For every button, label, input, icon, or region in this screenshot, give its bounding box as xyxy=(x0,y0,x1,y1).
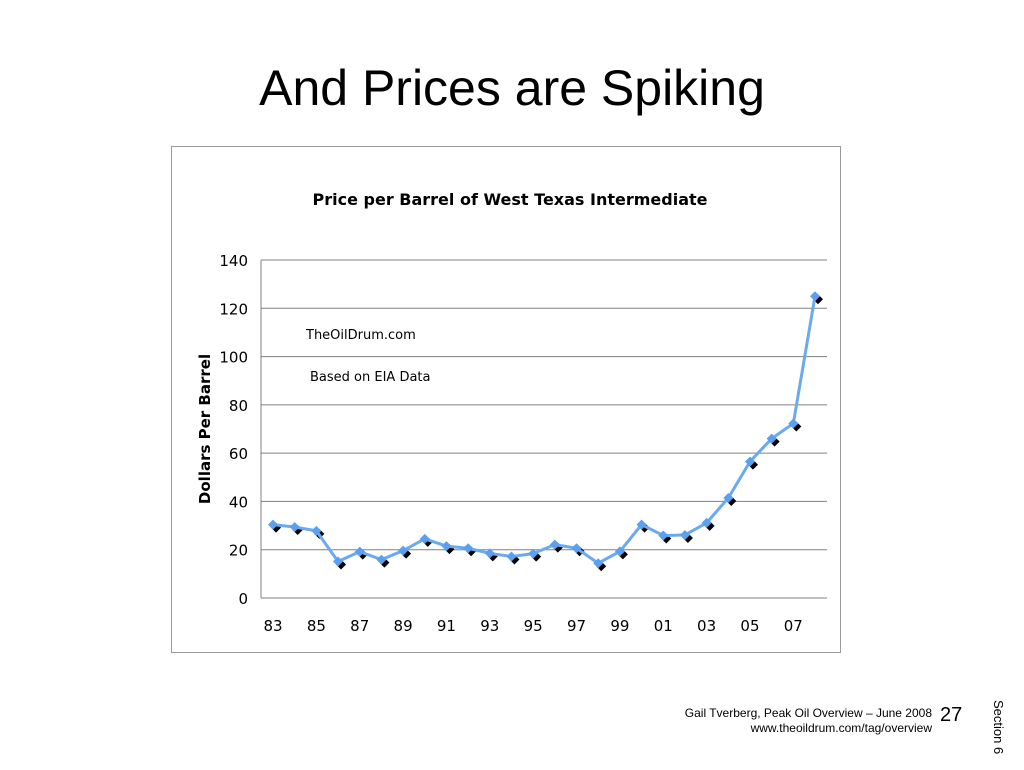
point-shadow xyxy=(661,533,672,544)
data-point xyxy=(484,548,495,559)
data-point xyxy=(354,546,365,557)
footer-author: Gail Tverberg, Peak Oil Overview – June … xyxy=(684,706,932,720)
y-tick-label: 60 xyxy=(229,445,248,463)
chart-annotation-data: Based on EIA Data xyxy=(310,370,430,385)
x-tick-label: 85 xyxy=(307,617,326,635)
chart-frame: Price per Barrel of West Texas Intermedi… xyxy=(171,146,841,653)
data-point xyxy=(658,530,669,541)
data-point xyxy=(593,558,604,569)
data-point xyxy=(463,543,474,554)
data-point xyxy=(311,525,322,536)
point-shadow xyxy=(422,536,433,547)
data-point xyxy=(766,433,777,444)
data-point xyxy=(441,541,452,552)
x-tick-label: 95 xyxy=(524,617,543,635)
footer-credit: Gail Tverberg, Peak Oil Overview – June … xyxy=(685,706,932,736)
x-tick-label: 05 xyxy=(740,617,759,635)
data-point xyxy=(701,517,712,528)
data-point xyxy=(528,548,539,559)
x-tick-label: 91 xyxy=(437,617,456,635)
point-shadow xyxy=(596,561,607,572)
data-point xyxy=(419,533,430,544)
gridlines xyxy=(260,259,827,599)
data-point xyxy=(723,493,734,504)
data-point xyxy=(636,519,647,530)
y-tick-label: 100 xyxy=(219,349,248,367)
section-label: Section 6 xyxy=(991,700,1006,755)
x-tick-label: 07 xyxy=(784,617,803,635)
x-tick-labels: 83 85 87 89 91 93 95 97 99 01 03 05 07 xyxy=(263,617,802,635)
data-point xyxy=(268,519,278,530)
chart-title: Price per Barrel of West Texas Intermedi… xyxy=(313,190,708,209)
y-tick-label: 40 xyxy=(229,493,248,511)
data-point xyxy=(549,539,560,550)
point-shadow xyxy=(487,551,498,562)
x-tick-label: 03 xyxy=(697,617,716,635)
data-point xyxy=(333,556,344,567)
data-point xyxy=(614,546,625,557)
wti-price-chart: Price per Barrel of West Texas Intermedi… xyxy=(196,190,827,635)
y-tick-label: 120 xyxy=(219,300,248,318)
data-point xyxy=(571,543,582,554)
x-tick-label: 99 xyxy=(610,617,629,635)
footer-url: www.theoildrum.com/tag/overview xyxy=(750,721,932,735)
data-point xyxy=(398,545,409,556)
data-point xyxy=(810,291,820,302)
data-point xyxy=(506,551,517,562)
slide-title: And Prices are Spiking xyxy=(259,60,765,116)
y-tick-labels: 0 20 40 60 80 100 120 140 xyxy=(219,252,248,608)
page-number: 27 xyxy=(940,704,963,726)
y-axis-label: Dollars Per Barrel xyxy=(196,354,214,504)
x-tick-label: 01 xyxy=(654,617,673,635)
y-tick-label: 80 xyxy=(229,397,248,415)
y-tick-label: 0 xyxy=(238,590,248,608)
x-tick-label: 93 xyxy=(480,617,499,635)
data-point xyxy=(788,418,799,429)
x-tick-label: 89 xyxy=(394,617,413,635)
y-tick-label: 20 xyxy=(229,542,248,560)
data-point xyxy=(744,456,755,467)
x-tick-label: 83 xyxy=(263,617,282,635)
x-tick-label: 97 xyxy=(567,617,586,635)
x-tick-label: 87 xyxy=(350,617,369,635)
series-layer xyxy=(268,291,823,572)
data-point xyxy=(679,529,690,540)
chart-annotation-source: TheOilDrum.com xyxy=(305,328,416,343)
data-point xyxy=(376,554,387,565)
data-point xyxy=(289,522,300,533)
y-tick-label: 140 xyxy=(219,252,248,270)
